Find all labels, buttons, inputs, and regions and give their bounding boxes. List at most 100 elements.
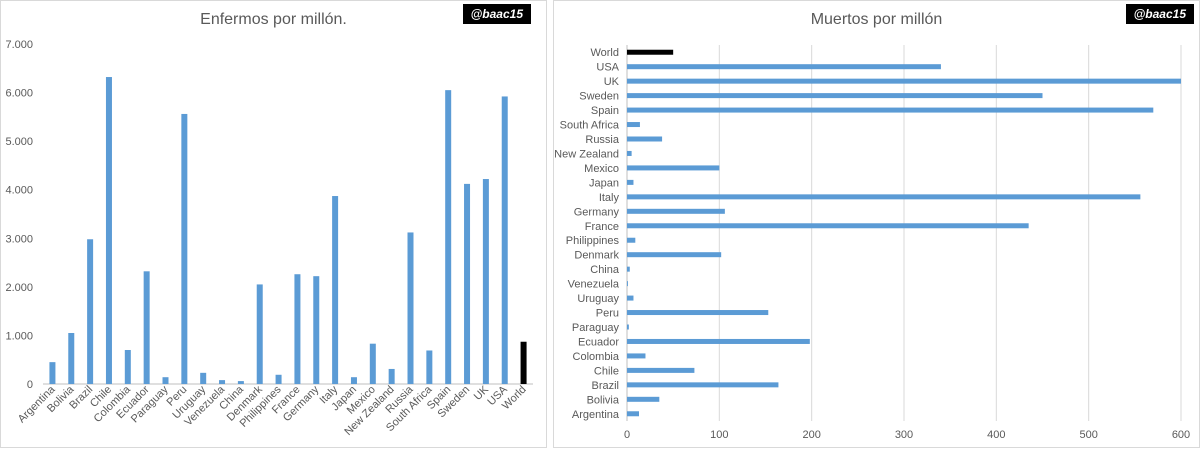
y-tick-label: Bolivia bbox=[587, 394, 620, 406]
bar bbox=[219, 380, 226, 384]
chart-title: Muertos por millón bbox=[810, 11, 943, 28]
bar bbox=[627, 324, 629, 330]
bar bbox=[482, 179, 489, 384]
y-tick-label: 6.000 bbox=[5, 88, 33, 100]
bar bbox=[627, 266, 630, 272]
y-tick-label: Russia bbox=[585, 134, 620, 146]
bar bbox=[501, 96, 508, 384]
bar bbox=[143, 271, 150, 384]
bar bbox=[627, 281, 628, 287]
bar bbox=[256, 284, 263, 384]
y-tick-label: Denmark bbox=[574, 250, 619, 262]
x-tick-label: 100 bbox=[710, 429, 728, 441]
bar bbox=[627, 122, 640, 128]
bar bbox=[627, 353, 646, 359]
y-tick-label: Ecuador bbox=[578, 336, 619, 348]
y-tick-label: Peru bbox=[596, 308, 619, 320]
bar bbox=[294, 274, 301, 384]
x-tick-label: 400 bbox=[987, 429, 1005, 441]
bar bbox=[313, 276, 320, 384]
bar bbox=[627, 252, 722, 258]
y-tick-label: 2.000 bbox=[5, 282, 33, 294]
x-tick-label: 600 bbox=[1172, 429, 1190, 441]
bar bbox=[426, 350, 433, 384]
bar bbox=[627, 150, 632, 156]
bar bbox=[627, 208, 725, 214]
cases-chart-panel: Enfermos por millón. @baac15 0 1.000 2.000… bbox=[0, 0, 547, 448]
y-tick-label: Uruguay bbox=[577, 293, 619, 305]
y-tick-label: Venezuela bbox=[568, 279, 620, 291]
bar bbox=[627, 338, 810, 344]
y-tick-label: 3.000 bbox=[5, 233, 33, 245]
bar bbox=[627, 223, 1029, 229]
x-tick-label: 500 bbox=[1079, 429, 1097, 441]
y-tick-label: Germany bbox=[574, 206, 620, 218]
y-tick-label: Argentina bbox=[572, 409, 620, 421]
author-handle-badge: @baac15 bbox=[462, 4, 531, 24]
y-tick-label: 1.000 bbox=[5, 330, 33, 342]
bar bbox=[464, 183, 471, 384]
deaths-bar-chart: 0 100 200 300 400 500 600 World USA UK Sweden Spain… bbox=[554, 45, 1190, 441]
author-handle-badge: @baac15 bbox=[1125, 4, 1194, 24]
bar bbox=[627, 165, 720, 171]
bar bbox=[627, 237, 636, 243]
bar bbox=[520, 341, 527, 384]
bar bbox=[49, 362, 56, 384]
y-tick-label: China bbox=[590, 264, 620, 276]
bar bbox=[627, 367, 695, 373]
bar bbox=[350, 377, 357, 384]
bar bbox=[627, 64, 941, 70]
y-tick-label: UK bbox=[604, 76, 620, 88]
y-tick-label: Mexico bbox=[584, 163, 619, 175]
y-tick-label: France bbox=[585, 221, 619, 233]
bar bbox=[124, 350, 131, 384]
y-tick-label: 5.000 bbox=[5, 136, 33, 148]
x-tick-label: 200 bbox=[802, 429, 820, 441]
bar bbox=[627, 411, 640, 417]
bar bbox=[627, 78, 1181, 84]
x-tick-label: 0 bbox=[624, 429, 630, 441]
y-tick-label: USA bbox=[596, 62, 619, 74]
bar bbox=[369, 343, 376, 384]
bar bbox=[627, 49, 674, 55]
bar bbox=[627, 107, 1154, 113]
bar bbox=[627, 93, 1043, 99]
y-tick-label: World bbox=[590, 47, 619, 59]
chart-title: Enfermos por millón. bbox=[200, 11, 347, 28]
bar bbox=[162, 377, 169, 384]
y-tick-label: Italy bbox=[599, 192, 620, 204]
x-tick-label: 300 bbox=[895, 429, 913, 441]
cases-bar-chart: 01.0002.0003.0004.0005.0006.0007.000Arge… bbox=[5, 39, 533, 438]
y-tick-label: South Africa bbox=[560, 120, 620, 132]
bar bbox=[87, 239, 94, 384]
y-tick-label: 4.000 bbox=[5, 185, 33, 197]
bar bbox=[627, 310, 769, 316]
y-tick-label: Paraguay bbox=[572, 322, 620, 334]
bar bbox=[388, 368, 395, 384]
y-tick-label: Chile bbox=[594, 365, 619, 377]
y-tick-label: Sweden bbox=[579, 91, 619, 103]
bar bbox=[332, 196, 339, 384]
y-tick-label: 0 bbox=[27, 379, 33, 391]
bar bbox=[200, 372, 207, 384]
bar bbox=[407, 232, 414, 384]
bar bbox=[68, 333, 75, 384]
y-tick-label: Brazil bbox=[591, 380, 619, 392]
y-tick-label: 7.000 bbox=[5, 39, 33, 51]
bar bbox=[105, 77, 112, 385]
bar bbox=[445, 90, 452, 385]
bar bbox=[181, 113, 188, 384]
bar bbox=[627, 136, 663, 142]
y-tick-label: New Zealand bbox=[554, 148, 619, 160]
bar bbox=[627, 179, 634, 185]
bar bbox=[627, 382, 779, 388]
deaths-chart-panel: Muertos por millón @baac15 0 100 200 300 400… bbox=[553, 0, 1200, 448]
bar bbox=[627, 396, 660, 402]
bar bbox=[237, 381, 244, 384]
y-tick-label: Colombia bbox=[573, 351, 620, 363]
y-tick-label: Philippines bbox=[566, 235, 620, 247]
bar bbox=[627, 295, 634, 301]
bar bbox=[627, 194, 1141, 200]
bar bbox=[275, 374, 282, 384]
y-tick-label: Japan bbox=[589, 177, 619, 189]
